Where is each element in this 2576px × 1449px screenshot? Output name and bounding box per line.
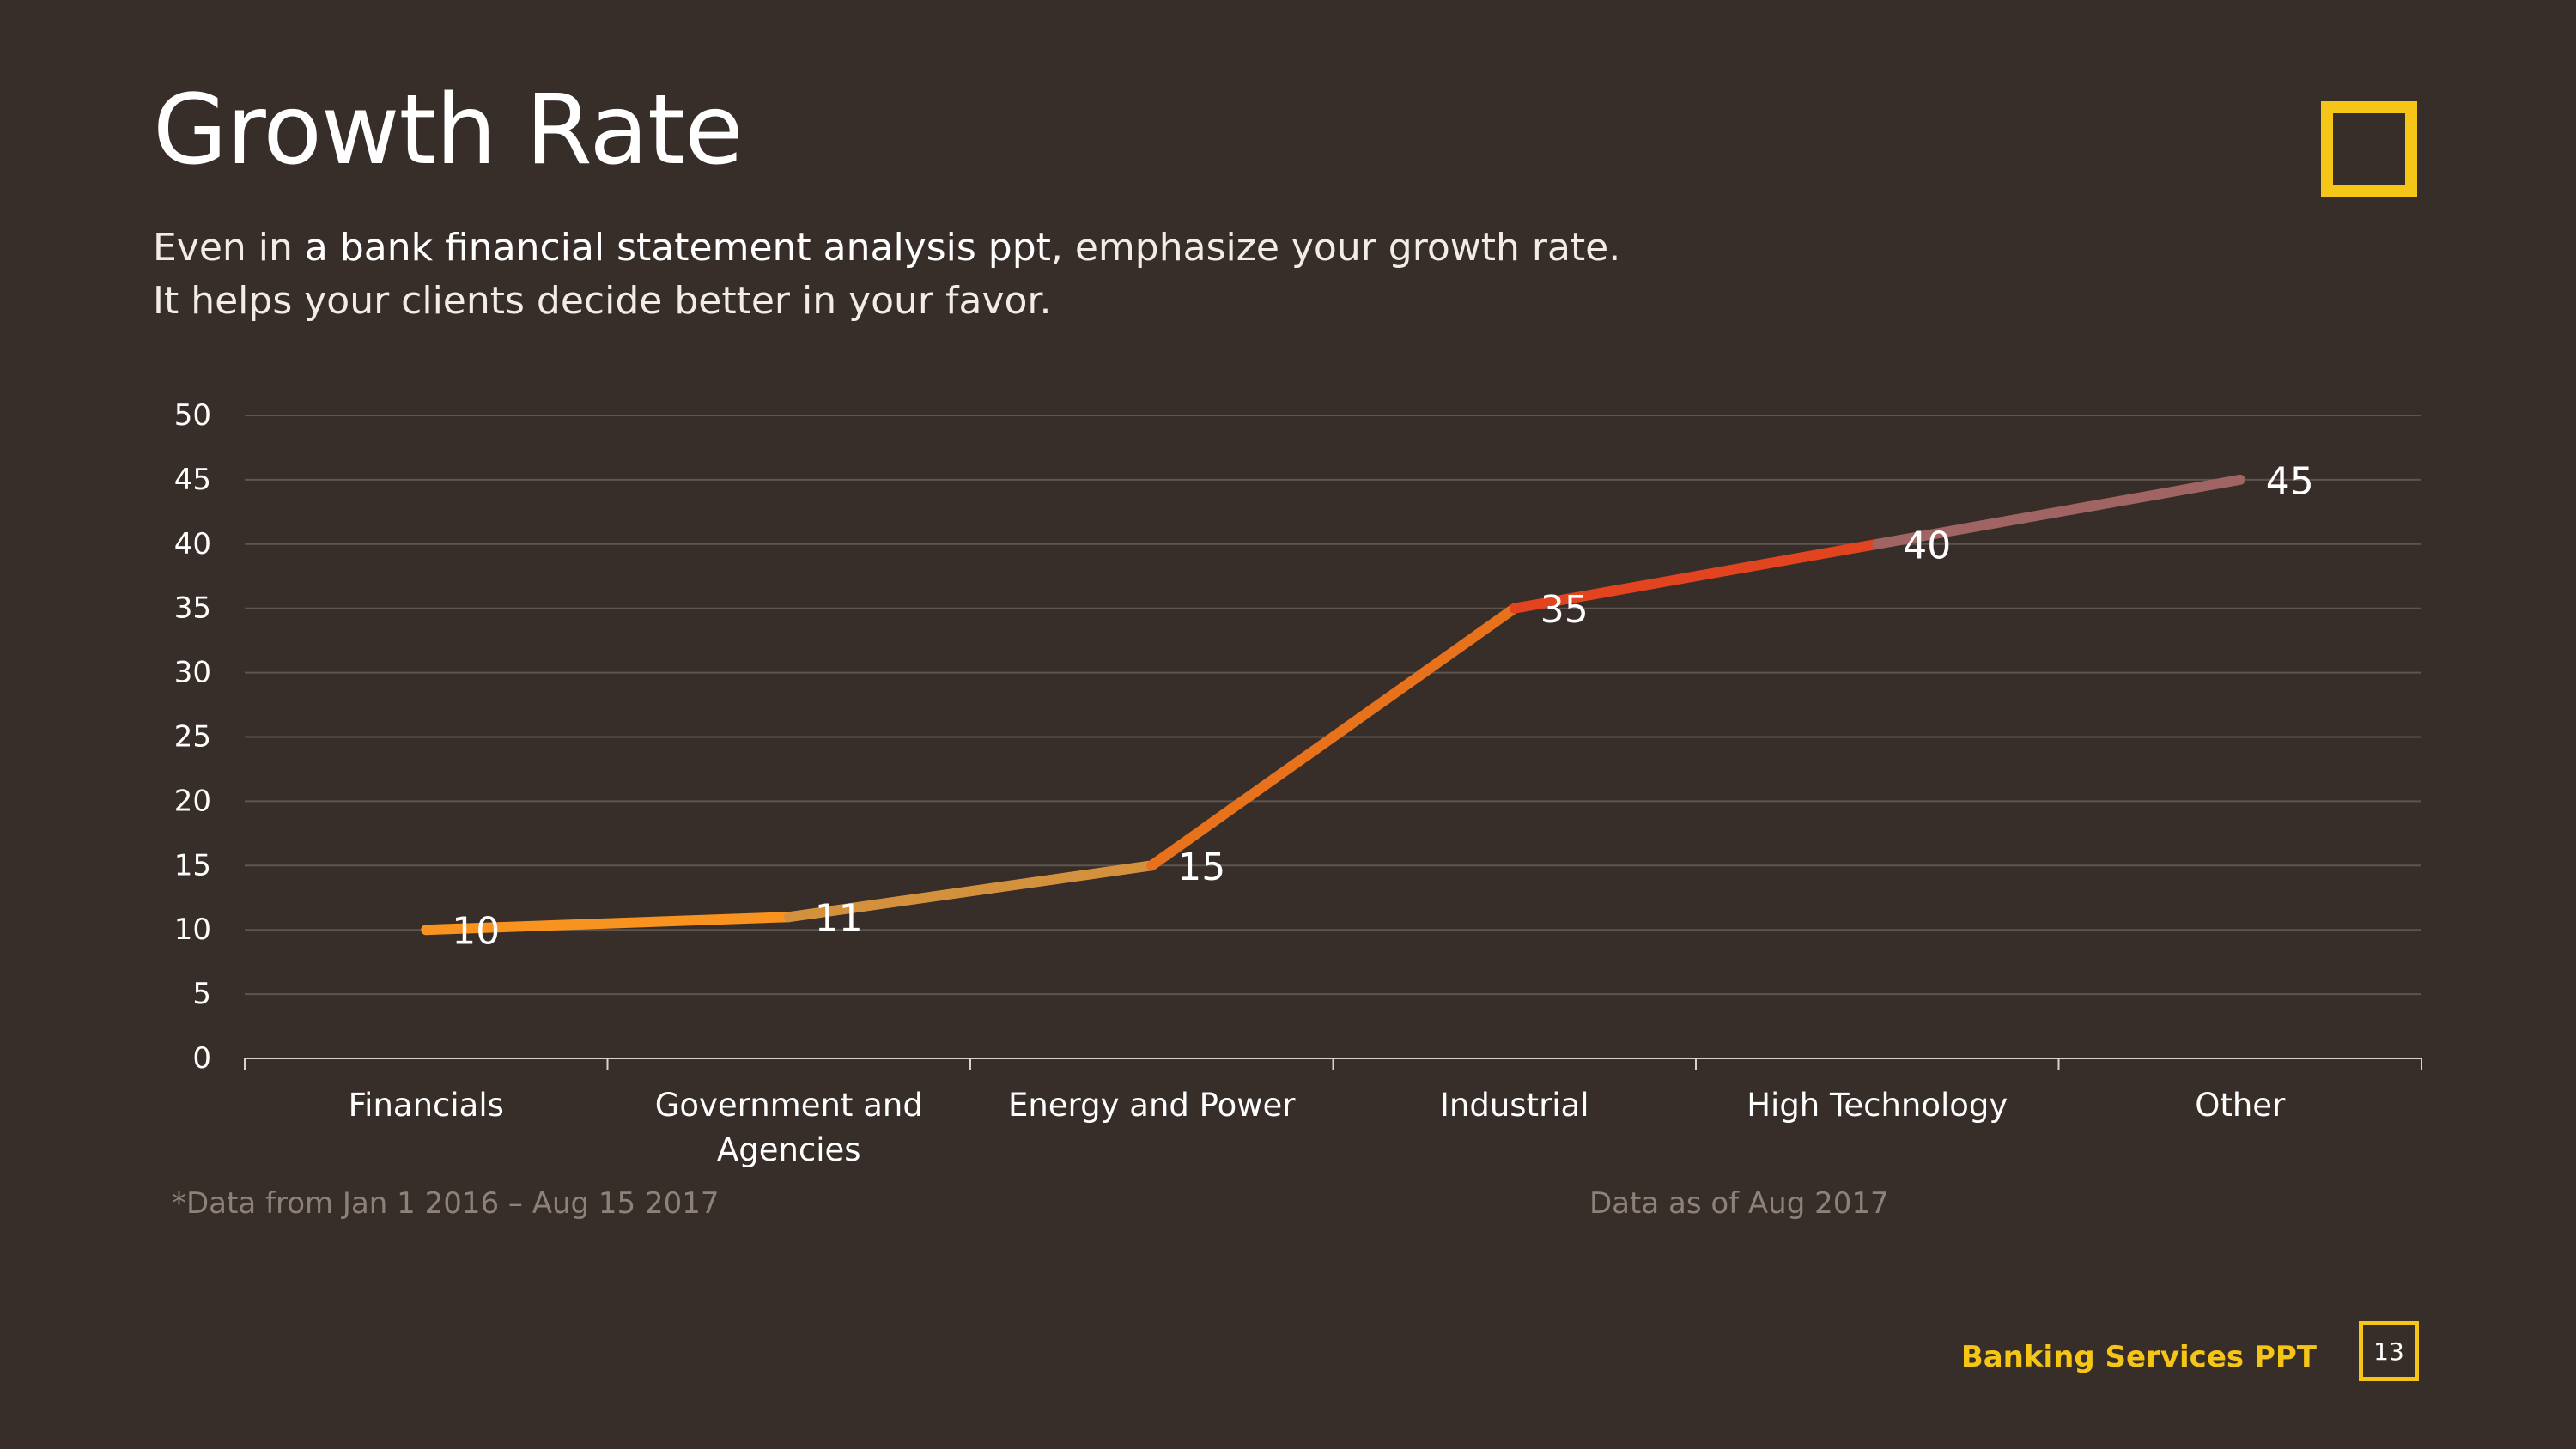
page-number: 13 xyxy=(2373,1337,2404,1366)
y-tick-label: 45 xyxy=(174,463,211,497)
subtitle-line-1: Even in a bank financial statement analy… xyxy=(153,221,1620,275)
x-category-label: Other xyxy=(2195,1087,2286,1124)
data-label: 15 xyxy=(1177,846,1225,889)
page-number-box: 13 xyxy=(2359,1321,2419,1381)
y-tick-label: 50 xyxy=(174,398,211,433)
y-tick-label: 0 xyxy=(192,1041,211,1076)
data-label: 10 xyxy=(452,910,500,954)
brand-name: Banking Services PPT xyxy=(1960,1340,2317,1374)
subtitle-text-start: Even in xyxy=(153,226,305,270)
line-segment xyxy=(1509,538,1883,614)
data-label: 45 xyxy=(2266,459,2314,503)
line-segment xyxy=(783,860,1157,923)
data-point xyxy=(786,914,792,920)
y-tick-label: 5 xyxy=(192,977,211,1011)
data-point xyxy=(1874,541,1880,547)
subtitle-text-end: , emphasize your growth rate. xyxy=(1050,226,1621,270)
page-title: Growth Rate xyxy=(153,75,744,186)
y-tick-label: 10 xyxy=(174,912,211,947)
square-logo-icon xyxy=(2321,101,2417,197)
x-category-label: Energy and Power xyxy=(1008,1087,1296,1124)
subtitle-emphasis: a bank financial statement analysis ppt xyxy=(304,226,1051,270)
line-segment xyxy=(1146,603,1520,871)
x-category-label: High Technology xyxy=(1747,1087,2008,1124)
data-date-footnote: Data as of Aug 2017 xyxy=(1589,1186,1889,1221)
data-label: 11 xyxy=(815,897,863,941)
y-tick-label: 25 xyxy=(174,720,211,755)
x-category-label: Financials xyxy=(349,1087,504,1124)
data-point xyxy=(1511,605,1517,611)
subtitle-line-2: It helps your clients decide better in y… xyxy=(153,279,1052,323)
y-tick-label: 40 xyxy=(174,527,211,561)
data-point xyxy=(423,927,429,933)
line-segment xyxy=(1872,474,2245,549)
data-label: 35 xyxy=(1540,588,1589,632)
y-tick-label: 30 xyxy=(174,656,211,690)
data-range-footnote: *Data from Jan 1 2016 – Aug 15 2017 xyxy=(172,1186,720,1221)
x-category-label: Industrial xyxy=(1440,1087,1589,1124)
y-tick-label: 20 xyxy=(174,784,211,818)
data-point xyxy=(2237,476,2243,482)
y-tick-label: 35 xyxy=(174,591,211,626)
x-category-label: Government and Agencies xyxy=(655,1087,923,1168)
subtitle: Even in a bank financial statement analy… xyxy=(153,221,1620,328)
data-point xyxy=(1149,863,1155,869)
line-segment xyxy=(421,912,794,936)
y-tick-label: 15 xyxy=(174,848,211,882)
data-label: 40 xyxy=(1903,524,1951,567)
